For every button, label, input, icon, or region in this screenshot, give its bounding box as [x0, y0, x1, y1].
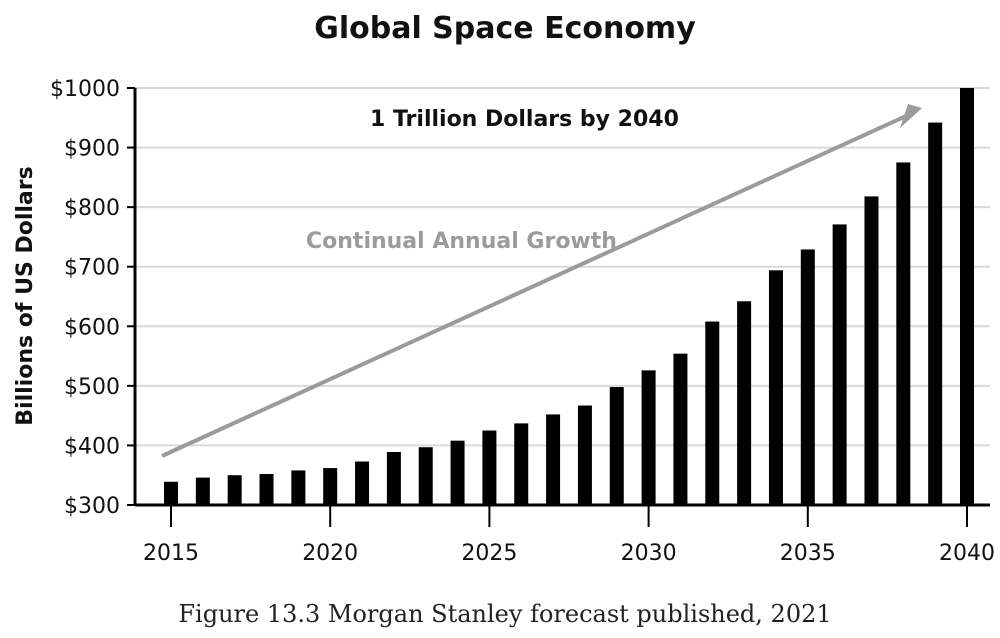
y-tick-label: $700 — [64, 256, 120, 281]
bars — [164, 88, 974, 506]
bar-2038 — [896, 162, 911, 505]
figure-caption: Figure 13.3 Morgan Stanley forecast publ… — [178, 600, 831, 628]
gridlines — [135, 87, 990, 447]
x-tick-label: 2035 — [780, 541, 836, 566]
axes — [133, 88, 990, 507]
bar-2028 — [577, 405, 592, 505]
bar-2025 — [482, 430, 497, 505]
x-tick-label: 2015 — [143, 541, 199, 566]
bar-2039 — [928, 122, 943, 506]
bar-2029 — [609, 387, 624, 505]
bar-2022 — [386, 451, 401, 505]
y-tick-label: $400 — [64, 434, 120, 459]
y-tick-label: $1000 — [50, 77, 120, 102]
y-tick-label: $300 — [64, 494, 120, 519]
x-axis-ticks: 2015 2020 2025 2030 2035 2040 — [143, 505, 995, 566]
trend-annotation: Continual Annual Growth — [306, 229, 617, 254]
bar-2031 — [673, 353, 688, 505]
y-tick-label: $900 — [64, 137, 120, 162]
x-tick-label: 2030 — [621, 541, 677, 566]
bar-2037 — [864, 196, 879, 506]
bar-2016 — [195, 477, 210, 505]
bar-2015 — [164, 481, 178, 505]
headline-annotation: 1 Trillion Dollars by 2040 — [370, 107, 679, 132]
bar-2021 — [355, 461, 370, 505]
trend-arrowhead — [900, 104, 922, 128]
chart-title: Global Space Economy — [314, 11, 696, 46]
bar-2017 — [227, 475, 242, 505]
x-tick-label: 2025 — [461, 541, 517, 566]
bar-2032 — [705, 321, 720, 505]
bar-2023 — [418, 447, 433, 505]
x-tick-label: 2020 — [302, 541, 358, 566]
bar-2024 — [450, 440, 465, 505]
bar-2020 — [323, 468, 338, 505]
y-tick-label: $500 — [64, 375, 120, 400]
bar-2027 — [546, 414, 561, 505]
bar-2040 — [960, 88, 974, 505]
x-tick-label: 2040 — [939, 541, 995, 566]
bar-2034 — [768, 270, 783, 505]
y-tick-label: $800 — [64, 196, 120, 221]
y-tick-label: $600 — [64, 315, 120, 340]
bar-2033 — [737, 301, 752, 505]
bar-2018 — [259, 474, 274, 505]
bar-2035 — [800, 249, 815, 505]
bar-2036 — [832, 224, 847, 505]
bar-2030 — [641, 370, 656, 505]
trend-arrow — [161, 114, 907, 458]
bar-2026 — [514, 423, 529, 505]
bar-2019 — [291, 470, 306, 505]
y-axis-label: Billions of US Dollars — [13, 166, 38, 425]
y-axis-ticks: $300 $400 $500 $600 $700 $800 $900 $1000 — [50, 77, 135, 519]
